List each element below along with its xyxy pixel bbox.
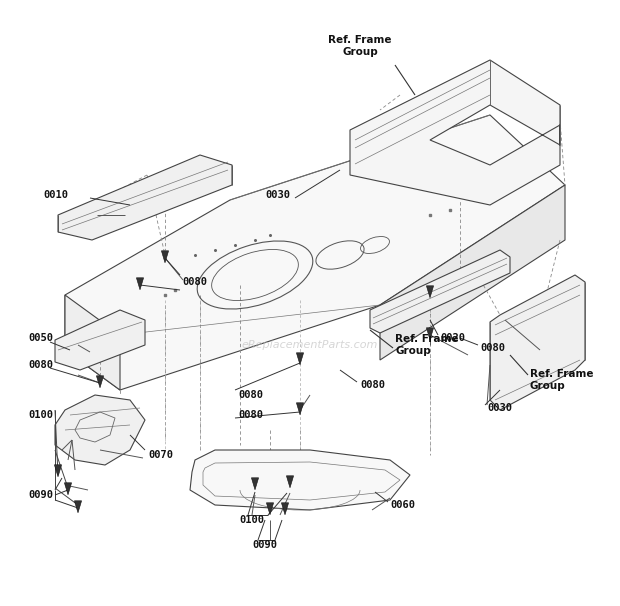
Polygon shape xyxy=(427,328,433,340)
Text: 0090: 0090 xyxy=(28,490,53,500)
Polygon shape xyxy=(296,353,304,365)
Text: Ref. Frame
Group: Ref. Frame Group xyxy=(328,35,392,58)
Text: 0100: 0100 xyxy=(28,410,53,420)
Polygon shape xyxy=(190,450,410,510)
Polygon shape xyxy=(55,465,61,477)
Text: 0090: 0090 xyxy=(252,540,278,550)
Text: 0080: 0080 xyxy=(28,360,53,370)
Polygon shape xyxy=(74,501,82,513)
Text: 0080: 0080 xyxy=(360,380,385,390)
Polygon shape xyxy=(380,185,565,360)
Text: 0020: 0020 xyxy=(440,333,465,343)
Polygon shape xyxy=(427,286,433,298)
Polygon shape xyxy=(296,403,304,415)
Text: 0060: 0060 xyxy=(390,500,415,510)
Polygon shape xyxy=(370,250,510,333)
Text: 0030: 0030 xyxy=(487,403,512,413)
Text: 0080: 0080 xyxy=(182,277,207,287)
Polygon shape xyxy=(58,155,232,240)
Polygon shape xyxy=(136,278,144,290)
Text: 0080: 0080 xyxy=(238,390,263,400)
Text: 0080: 0080 xyxy=(238,410,263,420)
Polygon shape xyxy=(96,376,104,388)
Text: 0100: 0100 xyxy=(239,515,265,525)
Polygon shape xyxy=(251,478,259,490)
Polygon shape xyxy=(490,275,585,410)
Text: 0070: 0070 xyxy=(148,450,173,460)
Text: 0080: 0080 xyxy=(480,343,505,353)
Text: 0050: 0050 xyxy=(28,333,53,343)
Polygon shape xyxy=(55,310,145,370)
Text: Ref. Frame
Group: Ref. Frame Group xyxy=(395,334,459,356)
Text: Ref. Frame
Group: Ref. Frame Group xyxy=(530,369,593,391)
Polygon shape xyxy=(55,395,145,465)
Text: 0030: 0030 xyxy=(265,190,290,200)
Polygon shape xyxy=(65,115,565,390)
Text: 0010: 0010 xyxy=(43,190,68,200)
Text: eReplacementParts.com: eReplacementParts.com xyxy=(242,340,378,350)
Polygon shape xyxy=(161,251,169,263)
Polygon shape xyxy=(65,295,120,390)
Polygon shape xyxy=(286,476,294,488)
Polygon shape xyxy=(350,60,560,205)
Polygon shape xyxy=(281,503,288,515)
Polygon shape xyxy=(267,503,273,515)
Polygon shape xyxy=(64,483,71,495)
